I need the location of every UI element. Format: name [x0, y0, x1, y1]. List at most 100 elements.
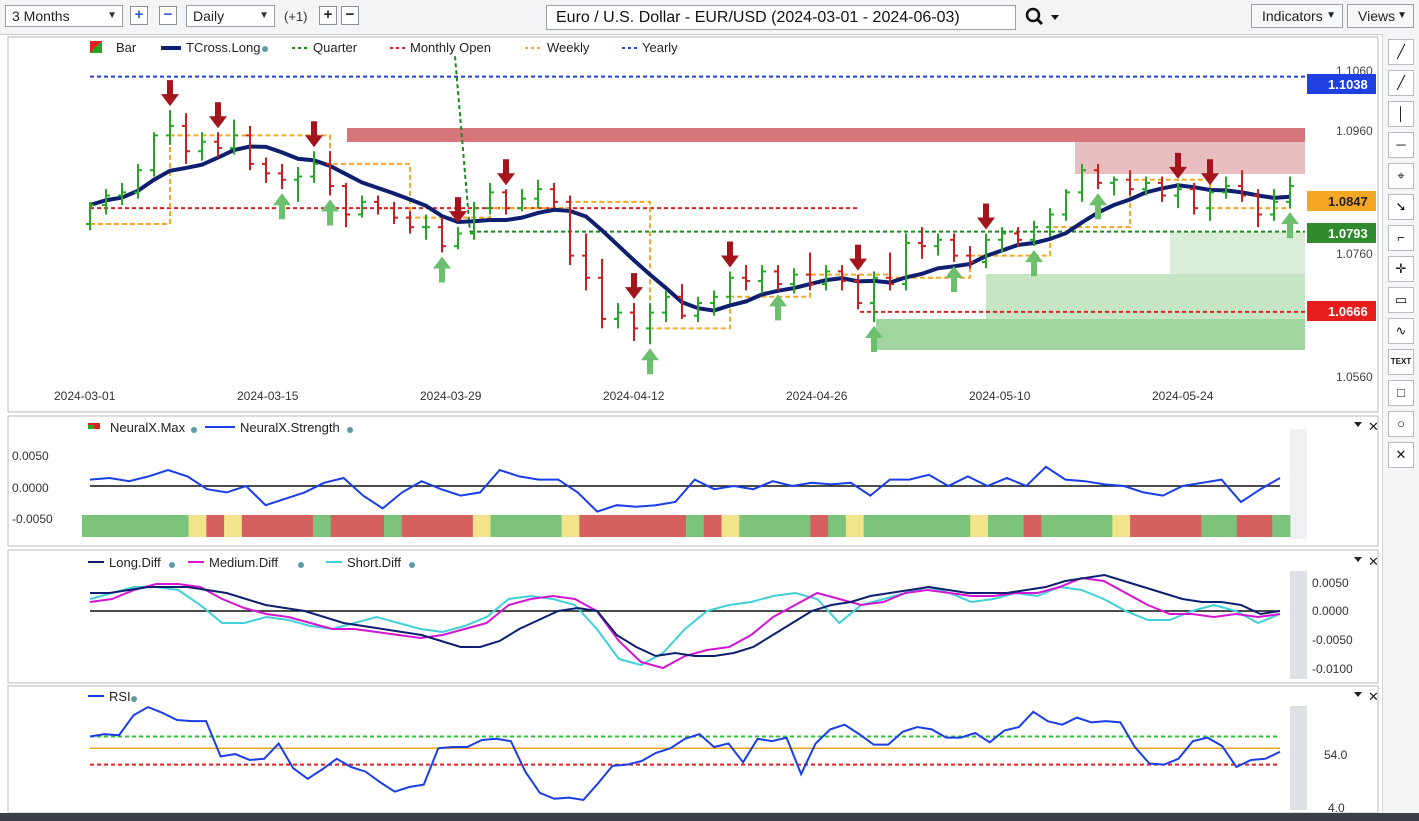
price-tick: 1.0560: [1336, 370, 1373, 384]
range-select[interactable]: 3 Months ▼: [5, 5, 123, 27]
chevron-down-icon[interactable]: [1354, 692, 1362, 697]
pin-tool-button[interactable]: ⌖: [1388, 163, 1414, 189]
legend-quarter: Quarter: [313, 40, 358, 55]
pointer-tool-button[interactable]: ➘: [1388, 194, 1414, 220]
close-icon[interactable]: ✕: [1368, 689, 1379, 704]
legend-monthly-open: Monthly Open: [410, 40, 491, 55]
support-zone-mid: [986, 274, 1305, 319]
neural-tick: -0.0050: [12, 512, 53, 526]
rsi-scrollbar[interactable]: [1290, 706, 1307, 810]
comment-tool-button[interactable]: ▭: [1388, 287, 1414, 313]
price-bar: [502, 189, 510, 215]
vertical-line-icon: │: [1396, 106, 1406, 121]
resistance-zone-upper: [1075, 142, 1305, 174]
price-bar: [134, 163, 142, 199]
price-panel[interactable]: [7, 36, 1379, 413]
price-tick: 1.0760: [1336, 247, 1373, 261]
settings-dot-icon[interactable]: [131, 696, 137, 702]
settings-dot-icon[interactable]: [409, 562, 415, 568]
price-bar: [950, 233, 958, 262]
settings-dot-icon[interactable]: [347, 427, 353, 433]
price-bar: [582, 233, 590, 291]
neural-max-cell: [899, 515, 918, 537]
neural-max-cell: [153, 515, 172, 537]
diff-panel[interactable]: [7, 549, 1379, 684]
views-button[interactable]: Views ▼: [1347, 4, 1414, 28]
price-bar: [1238, 170, 1246, 202]
price-bar: [662, 290, 670, 323]
interval-select[interactable]: Daily ▼: [186, 5, 275, 27]
price-bar: [1030, 220, 1038, 247]
crosshair-icon: ✛: [1395, 261, 1407, 276]
neural-max-cell: [1076, 515, 1096, 537]
rectangle-tool-button[interactable]: □: [1388, 380, 1414, 406]
price-bar: [230, 119, 238, 155]
clear-drawings-button[interactable]: ✕: [1388, 442, 1414, 468]
add-offset-button[interactable]: +: [319, 6, 337, 25]
crosshair-tool-button[interactable]: ✛: [1388, 256, 1414, 282]
search-button[interactable]: [1024, 5, 1062, 29]
legend-yearly: Yearly: [642, 40, 678, 55]
neural-max-cell: [561, 515, 580, 537]
buy-arrow-icon: [865, 326, 883, 353]
price-bar: [454, 227, 462, 250]
symbol-title-field[interactable]: Euro / U.S. Dollar - EUR/USD (2024-03-01…: [546, 5, 1016, 30]
wave-tool-button[interactable]: ∿: [1388, 318, 1414, 344]
fib-tool-button[interactable]: ⌐: [1388, 225, 1414, 251]
chevron-down-icon[interactable]: [1354, 422, 1362, 427]
neural-max-cell: [1094, 515, 1113, 537]
vertical-line-tool-button[interactable]: │: [1388, 101, 1414, 127]
horizontal-line-tool-button[interactable]: ─: [1388, 132, 1414, 158]
settings-dot-icon[interactable]: [262, 46, 268, 52]
close-icon[interactable]: ✕: [1368, 554, 1379, 569]
neural-max-cell: [1147, 515, 1167, 537]
range-select-value: 3 Months: [12, 8, 70, 24]
indicators-button[interactable]: Indicators ▼: [1251, 4, 1343, 28]
settings-dot-icon[interactable]: [298, 562, 304, 568]
neural-max-cell: [437, 515, 456, 537]
price-bar: [534, 179, 542, 209]
close-icon[interactable]: ✕: [1368, 419, 1379, 434]
ray-icon: ╱: [1397, 75, 1405, 90]
neural-max-cell: [117, 515, 136, 537]
neural-scrollbar[interactable]: [1290, 429, 1307, 539]
zoom-in-button[interactable]: +: [130, 6, 148, 25]
pin-icon: ⌖: [1397, 168, 1405, 183]
price-bar: [1142, 176, 1150, 196]
date-tick: 2024-03-29: [420, 389, 482, 403]
diff-scrollbar[interactable]: [1290, 571, 1307, 679]
price-bar: [998, 227, 1006, 253]
neural-max-cell: [934, 515, 953, 537]
text-tool-button[interactable]: TEXT: [1388, 349, 1414, 375]
buy-arrow-icon: [945, 265, 963, 292]
neural-max-cell: [970, 515, 989, 537]
price-bar: [726, 271, 734, 304]
zoom-out-button[interactable]: −: [159, 6, 177, 25]
neural-max-cell: [1254, 515, 1273, 537]
price-bar: [918, 227, 926, 259]
sell-arrow-icon: [721, 241, 739, 268]
rsi-legend: RSI 54.0 4.0 ✕: [88, 689, 1379, 813]
neural-max-cell: [1041, 515, 1060, 537]
chart-area[interactable]: Bar TCross.Long Quarter Monthly Open Wee…: [0, 34, 1382, 813]
rsi-line: [89, 705, 1281, 802]
legend-short-diff: Short.Diff: [347, 555, 401, 570]
settings-dot-icon[interactable]: [169, 562, 175, 568]
neural-max-cell: [774, 515, 794, 537]
rsi-panel[interactable]: [7, 685, 1379, 813]
neural-max-cell: [668, 515, 687, 537]
horizontal-line-icon: ─: [1396, 137, 1406, 152]
price-bar: [262, 157, 270, 183]
chevron-down-icon[interactable]: [1354, 557, 1362, 562]
chevron-down-icon: ▼: [1326, 10, 1336, 21]
remove-offset-button[interactable]: −: [341, 6, 359, 25]
neural-max-cell: [632, 515, 651, 537]
neural-max-cell: [1183, 515, 1202, 537]
ray-tool-button[interactable]: ╱: [1388, 70, 1414, 96]
circle-tool-button[interactable]: ○: [1388, 411, 1414, 437]
date-axis: 2024-03-01 2024-03-15 2024-03-29 2024-04…: [54, 389, 1214, 403]
line-tool-button[interactable]: ╱: [1388, 39, 1414, 65]
date-tick: 2024-04-26: [786, 389, 848, 403]
settings-dot-icon[interactable]: [191, 427, 197, 433]
price-bar: [598, 258, 606, 329]
